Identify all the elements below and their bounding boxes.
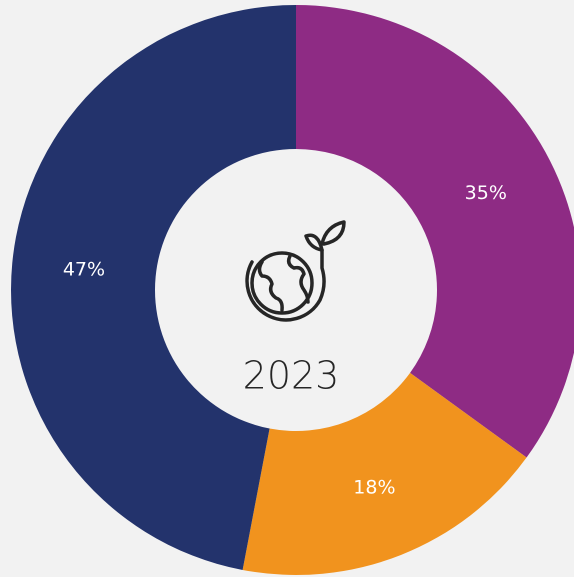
slice <box>296 5 574 458</box>
center-text: 2023 <box>243 354 340 398</box>
slices <box>11 5 574 575</box>
globe-icon <box>245 220 346 322</box>
value-label: 35% <box>465 182 507 204</box>
value-label: 47% <box>63 258 105 280</box>
slice <box>242 372 527 575</box>
value-label: 18% <box>353 477 395 499</box>
slice <box>11 5 296 570</box>
